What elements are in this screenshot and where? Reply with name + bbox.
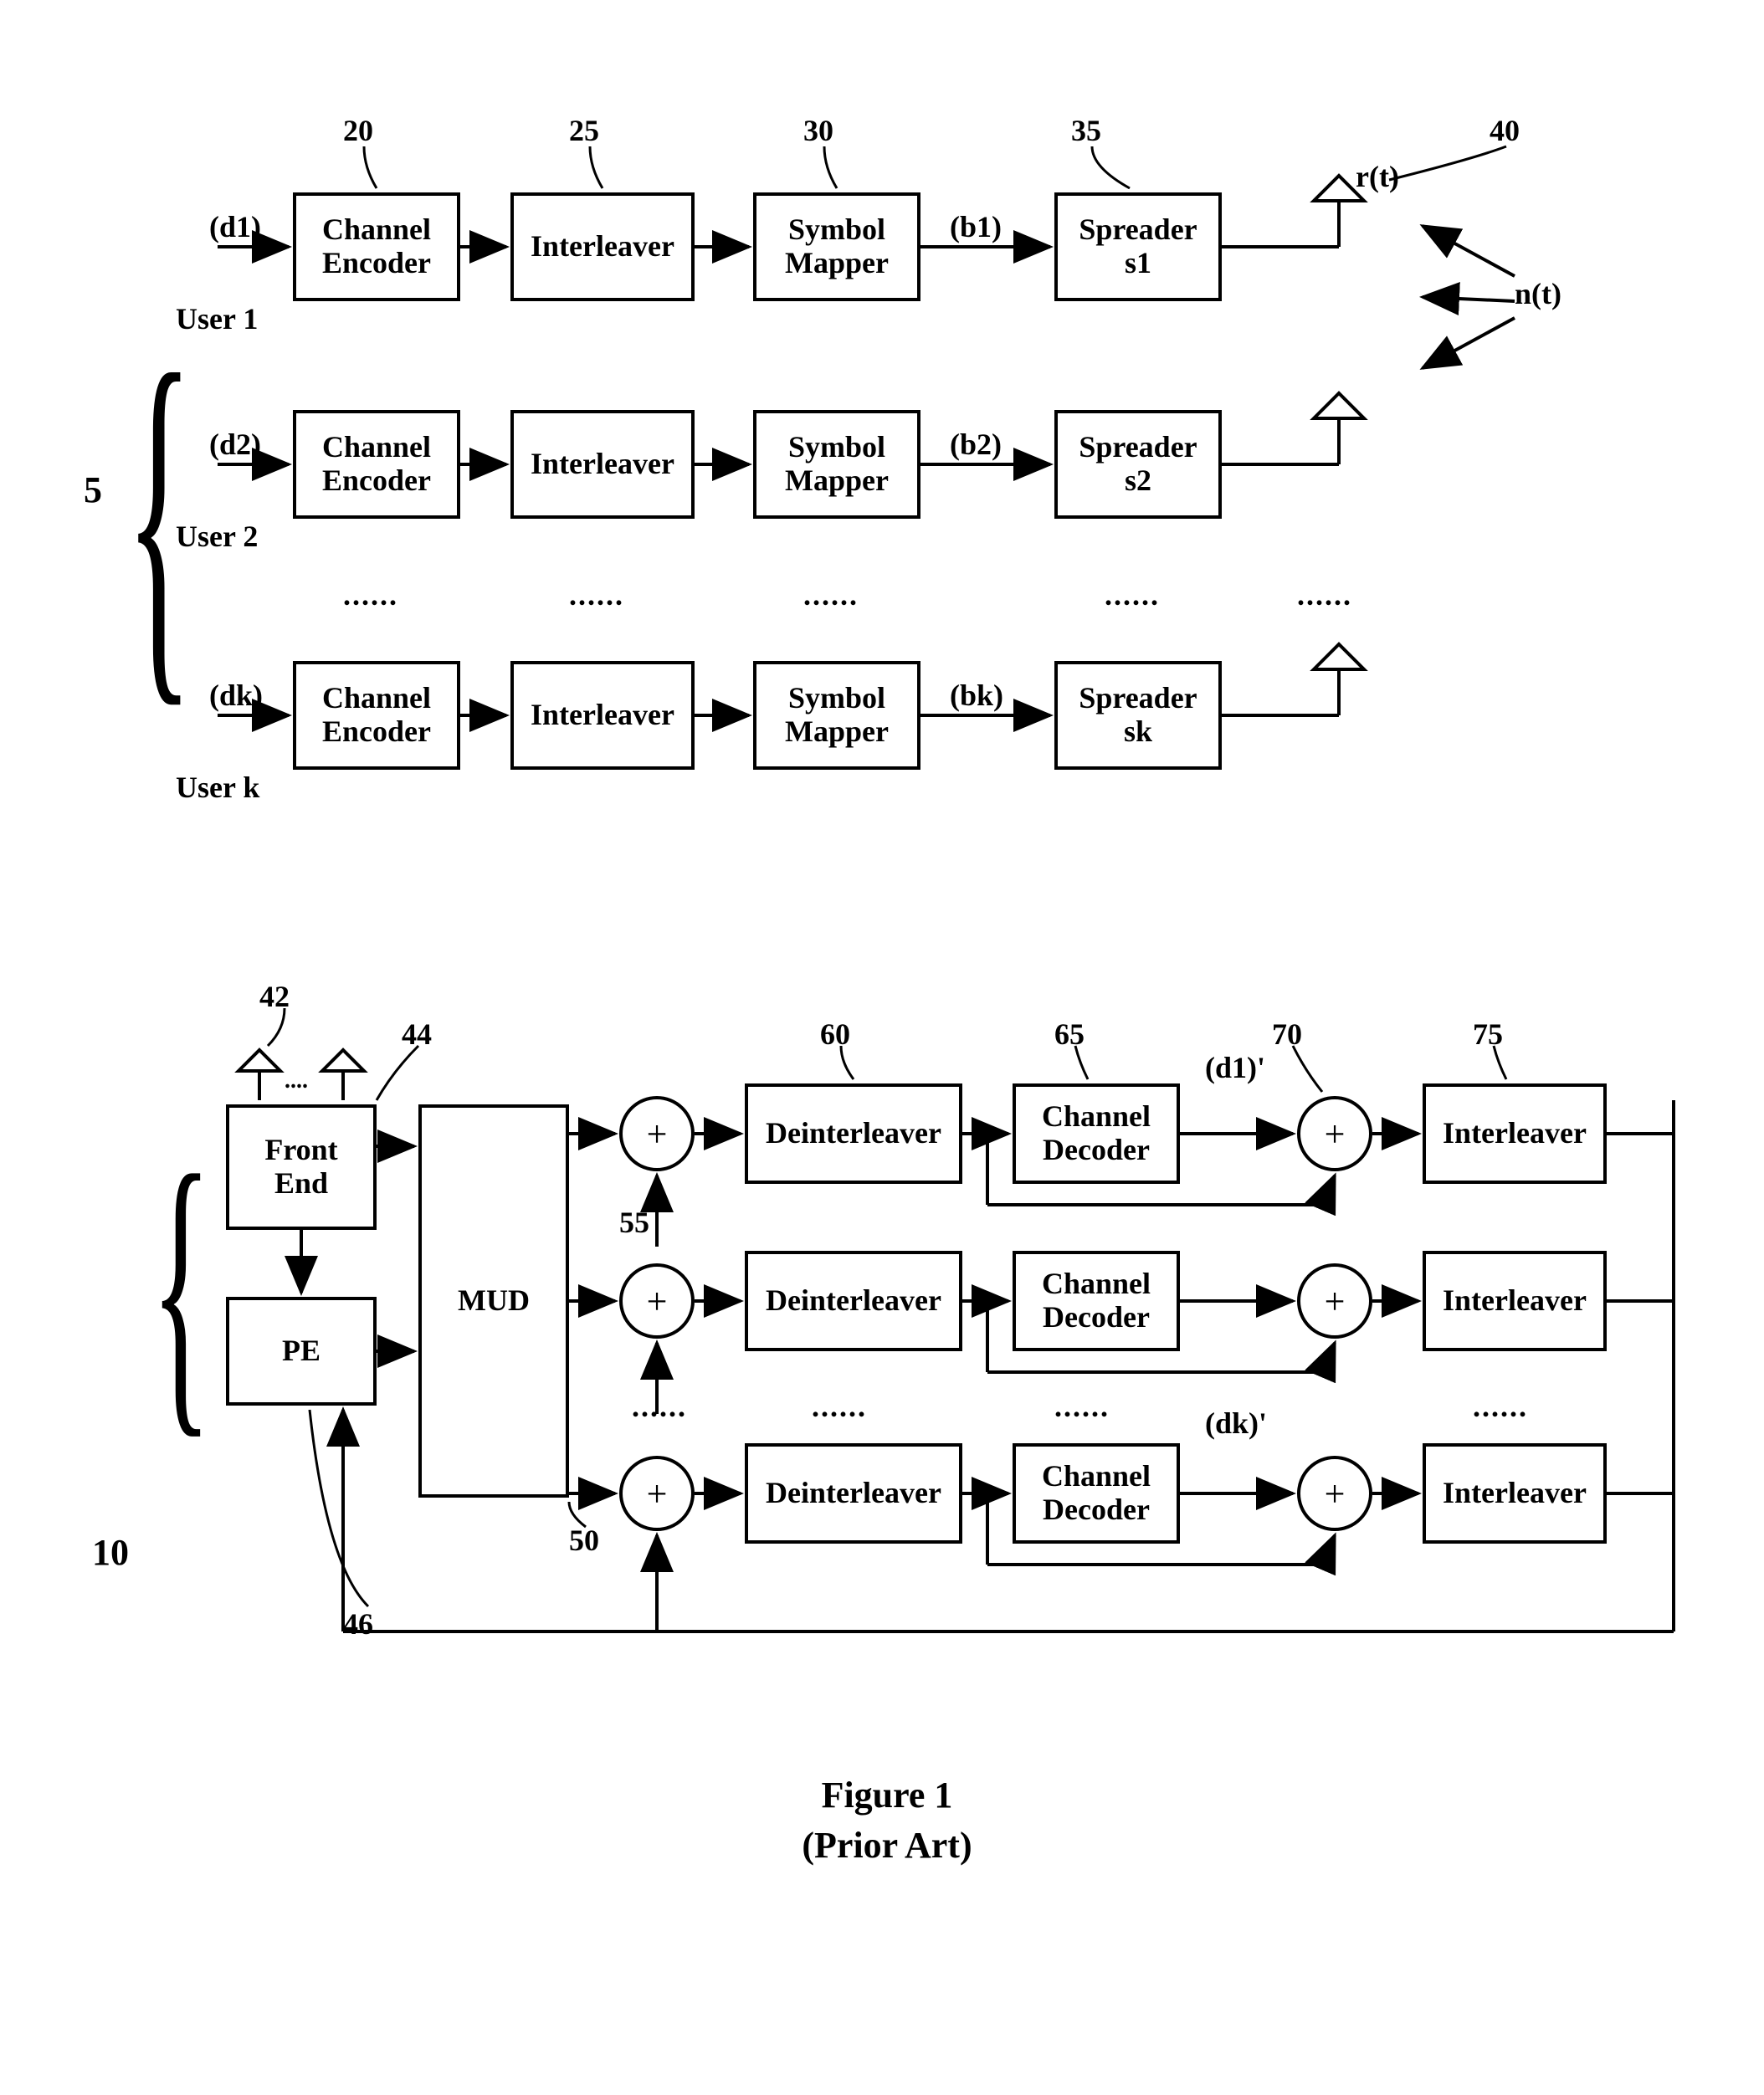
tx-dots-5: ......	[1297, 577, 1352, 612]
rx-interleaver-3: Interleaver	[1423, 1443, 1607, 1544]
ref-40: 40	[1490, 113, 1520, 148]
tx-group-label: 5	[84, 469, 102, 511]
rx-interleaver-2: Interleaver	[1423, 1251, 1607, 1351]
tx-b2-label: (b2)	[950, 427, 1002, 462]
tx-dots-1: ......	[343, 577, 398, 612]
rx-sum2-row1: +	[1297, 1096, 1372, 1171]
svg-text:....: ....	[285, 1068, 308, 1094]
ref-44: 44	[402, 1017, 432, 1052]
ref-65: 65	[1054, 1017, 1085, 1052]
ref-55: 55	[619, 1205, 649, 1240]
rx-interleaver-1: Interleaver	[1423, 1083, 1607, 1184]
rx-brace: {	[151, 1104, 212, 1470]
rx-deinterleaver-3: Deinterleaver	[745, 1443, 962, 1544]
tx-interleaver-k: Interleaver	[510, 661, 695, 770]
ref-30: 30	[803, 113, 833, 148]
rx-sum2-row2: +	[1297, 1263, 1372, 1339]
ref-42: 42	[259, 979, 290, 1014]
rx-d1prime: (d1)'	[1205, 1050, 1265, 1085]
rx-channel-decoder-2: Channel Decoder	[1013, 1251, 1180, 1351]
rx-dots-2: ......	[812, 1389, 867, 1424]
rx-sum1-row3: +	[619, 1456, 695, 1531]
tx-channel-encoder-2: Channel Encoder	[293, 410, 460, 519]
ref-20: 20	[343, 113, 373, 148]
tx-spreader-k: Spreader sk	[1054, 661, 1222, 770]
rx-pe: PE	[226, 1297, 377, 1406]
figure-caption-1: Figure 1	[761, 1774, 1013, 1816]
tx-spreader-2: Spreader s2	[1054, 410, 1222, 519]
rx-deinterleaver-2: Deinterleaver	[745, 1251, 962, 1351]
rx-sum1-row1: +	[619, 1096, 695, 1171]
ref-75: 75	[1473, 1017, 1503, 1052]
rx-front-end: Front End	[226, 1104, 377, 1230]
tx-dots-3: ......	[803, 577, 859, 612]
rx-deinterleaver-1: Deinterleaver	[745, 1083, 962, 1184]
tx-bk-label: (bk)	[950, 678, 1003, 713]
tx-interleaver-1: Interleaver	[510, 192, 695, 301]
ref-60: 60	[820, 1017, 850, 1052]
tx-channel-encoder-1: Channel Encoder	[293, 192, 460, 301]
tx-channel-encoder-k: Channel Encoder	[293, 661, 460, 770]
tx-symbol-mapper-k: Symbol Mapper	[753, 661, 920, 770]
ref-35: 35	[1071, 113, 1101, 148]
rx-mud: MUD	[418, 1104, 569, 1498]
rx-dots-4: ......	[1473, 1389, 1528, 1424]
tx-dots-4: ......	[1105, 577, 1160, 612]
tx-rt-label: r(t)	[1356, 159, 1399, 194]
ref-50: 50	[569, 1523, 599, 1558]
ref-70: 70	[1272, 1017, 1302, 1052]
rx-dkprime: (dk)'	[1205, 1406, 1267, 1441]
tx-spreader-1: Spreader s1	[1054, 192, 1222, 301]
rx-sum1-row2: +	[619, 1263, 695, 1339]
tx-input-d2: (d2)	[209, 427, 261, 462]
tx-symbol-mapper-1: Symbol Mapper	[753, 192, 920, 301]
ref-46: 46	[343, 1606, 373, 1642]
figure-caption-2: (Prior Art)	[736, 1824, 1038, 1867]
tx-input-d1: (d1)	[209, 209, 261, 244]
rx-channel-decoder-1: Channel Decoder	[1013, 1083, 1180, 1184]
tx-brace: {	[126, 284, 193, 746]
tx-interleaver-2: Interleaver	[510, 410, 695, 519]
rx-dots-3: ......	[1054, 1389, 1110, 1424]
ref-25: 25	[569, 113, 599, 148]
tx-userk-label: User k	[176, 770, 259, 805]
diagram-page: (d1) User 1 Channel Encoder Interleaver …	[33, 33, 1731, 2062]
tx-noise-label: n(t)	[1515, 276, 1561, 311]
rx-dots-1: ......	[632, 1389, 687, 1424]
tx-b1-label: (b1)	[950, 209, 1002, 244]
tx-dots-2: ......	[569, 577, 624, 612]
tx-symbol-mapper-2: Symbol Mapper	[753, 410, 920, 519]
rx-channel-decoder-3: Channel Decoder	[1013, 1443, 1180, 1544]
rx-sum2-row3: +	[1297, 1456, 1372, 1531]
tx-input-dk: (dk)	[209, 678, 263, 713]
rx-group-label: 10	[92, 1531, 129, 1574]
